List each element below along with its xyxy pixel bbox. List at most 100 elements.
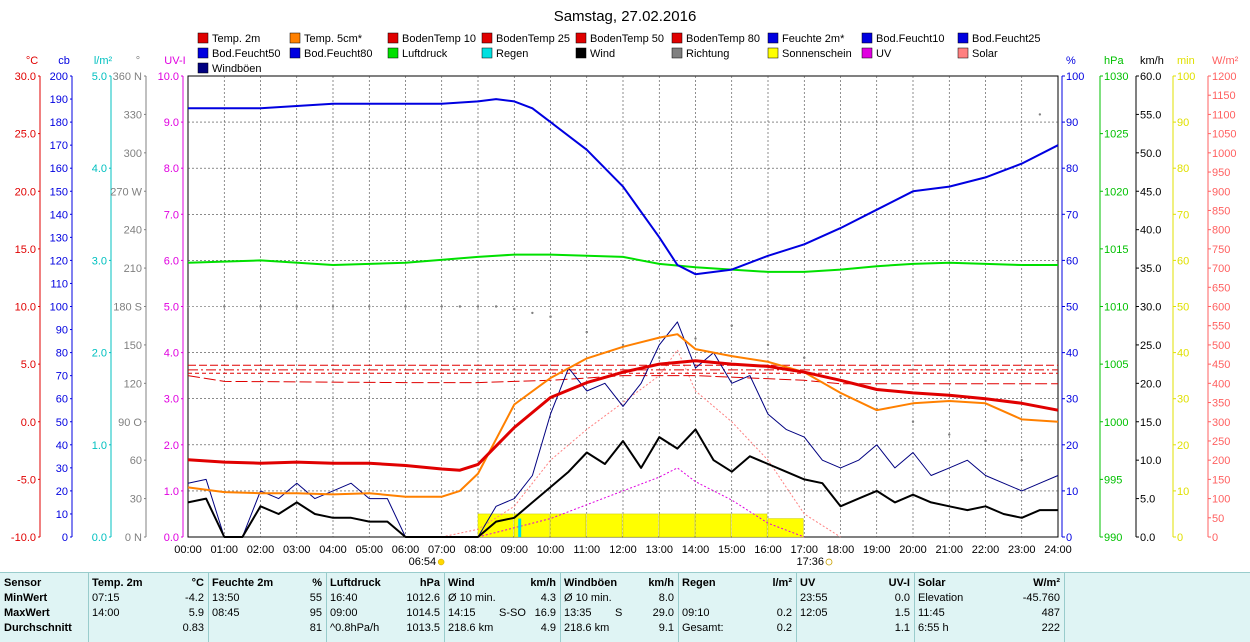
x-tick-label: 19:00 [863,544,891,556]
stats-cell-value: 9.1 [658,622,674,634]
stats-column-name: Temp. 2m [92,577,143,589]
stats-header-row: UV UV-I [796,576,914,591]
right-axis-tick-label: 20 [1066,440,1078,452]
direction-point [839,394,842,398]
right-axis-tick-label: 10.0 [1140,455,1161,467]
legend-entry: Richtung [686,48,729,60]
stats-cell-value: 16.9 [534,607,556,619]
left-axis-tick-label: 0 [62,532,68,544]
stats-header-row: Solar W/m² [914,576,1064,591]
right-axis-tick-label: 60.0 [1140,71,1161,83]
left-axis-unit: cb [58,55,70,67]
x-tick-label: 11:00 [573,544,600,556]
legend-entry: Bod.Feucht25 [972,33,1041,45]
stats-cell-value: 1.1 [894,622,910,634]
legend-swatch [197,62,209,74]
stats-cell-extra: S-SO [499,607,526,619]
left-axis-tick-label: 4.0 [164,348,179,360]
stats-row-label: MaxWert [4,607,50,619]
left-axis-tick-label: 60 [56,394,68,406]
right-axis-tick-label: 100 [1177,71,1195,83]
left-axis-tick-label: 60 [130,455,142,467]
right-axis-tick-label: 40 [1177,348,1189,360]
stats-cell-time: 16:40 [330,592,358,604]
left-axis-tick-label: 0.0 [164,532,179,544]
left-axis-tick-label: 180 [50,117,68,129]
x-tick-label: 23:00 [1008,544,1036,556]
x-tick-label: 00:00 [174,544,202,556]
direction-point [911,420,915,423]
right-axis-tick-label: 750 [1212,244,1230,256]
left-axis-tick-label: 30.0 [15,71,36,83]
left-axis-tick-label: 330 [124,109,142,121]
right-axis-tick-label: 800 [1212,225,1230,237]
legend-entry: Luftdruck [402,48,448,60]
stats-column: UV UV-I 23:55 0.0 12:05 1.5 1.1 [796,573,915,642]
stats-cell-time: 11:45 [918,607,945,619]
left-axis-tick-label: 20 [56,486,68,498]
left-axis-tick-label: 300 [124,148,142,160]
stats-cell-value: 1014.5 [406,607,440,619]
right-axis-tick-label: 50 [1177,302,1189,314]
stats-row: Elevation -45.760 [914,591,1064,606]
stats-cell-time: Ø 10 min. [448,592,496,604]
direction-point [1020,458,1023,462]
left-axis-tick-label: 10.0 [158,71,179,83]
stats-row: 0.83 [88,621,208,636]
left-axis-tick-label: 5.0 [92,71,107,83]
stats-cell-time: 218.6 km [564,622,610,634]
right-axis-tick-label: 80 [1177,163,1189,175]
direction-point [948,433,951,436]
stats-cell-value: 487 [1041,607,1060,619]
stats-row: 07:15 -4.2 [88,591,208,606]
x-tick-label: 08:00 [464,544,492,556]
statistics-panel: Sensor MinWert MaxWert Durchschnitt Temp. 2m… [0,572,1250,642]
stats-cell-value: 8.0 [658,592,674,604]
sunset-time: 17:36 [796,556,824,568]
direction-point [984,439,987,443]
left-axis-tick-label: 1.0 [92,440,107,452]
right-axis-tick-label: 300 [1212,417,1230,429]
stats-row: 12:05 1.5 [796,606,914,621]
legend-entry: Bod.Feucht10 [876,33,945,45]
stats-column: Regen l/m² 09:10 0.2 Gesamt: 0.2 [678,573,797,642]
stats-column-unit: km/h [530,577,556,589]
left-axis-unit: l/m² [94,55,113,67]
rain-bar [518,518,522,537]
stats-row: MaxWert [0,606,88,621]
direction-point [476,305,480,308]
stats-column-unit: km/h [648,577,674,589]
stats-cell-value: -4.2 [185,592,204,604]
right-axis-unit: % [1066,55,1076,67]
stats-header-row: Wind km/h [444,576,560,591]
right-axis-tick-label: 0 [1177,532,1183,544]
right-axis-tick-label: 1100 [1212,109,1236,121]
legend-swatch [197,32,209,44]
direction-point [331,305,335,308]
left-axis-tick-label: 210 [124,263,142,275]
stats-column-name: Feuchte 2m [212,577,274,589]
right-axis-tick-label: 400 [1212,378,1230,390]
x-tick-label: 09:00 [500,544,528,556]
stats-cell-value: -45.760 [1022,592,1060,604]
direction-point [694,337,697,340]
left-axis-tick-label: 130 [50,232,68,244]
right-axis-tick-label: 995 [1104,474,1122,486]
right-axis-tick-label: 450 [1212,359,1230,371]
left-axis-tick-label: 10 [56,509,68,521]
x-tick-label: 17:00 [790,544,818,556]
right-axis-unit: min [1177,55,1195,67]
stats-row: 218.6 km 4.9 [444,621,560,636]
stats-header-row: Temp. 2m °C [88,576,208,591]
legend-entry: Windböen [212,63,262,75]
right-axis-tick-label: 40.0 [1140,225,1161,237]
legend-entry: Feuchte 2m* [782,33,845,45]
stats-column: Luftdruck hPa 16:40 1012.6 09:00 1014.5 ^0.8hP… [326,573,445,642]
temp-2m-line [187,359,1059,472]
weather-chart: Samstag, 27.02.2016 Temp. 2m Temp. 5cm* Bod… [11,8,1239,568]
left-axis-tick-label: 7.0 [164,209,179,221]
direction-point [766,343,770,347]
right-axis-tick-label: 1200 [1212,71,1236,83]
stats-column: Solar W/m² Elevation -45.760 11:45 487 6:55 h 2… [914,573,1065,642]
stats-row: 09:00 1014.5 [326,606,444,621]
